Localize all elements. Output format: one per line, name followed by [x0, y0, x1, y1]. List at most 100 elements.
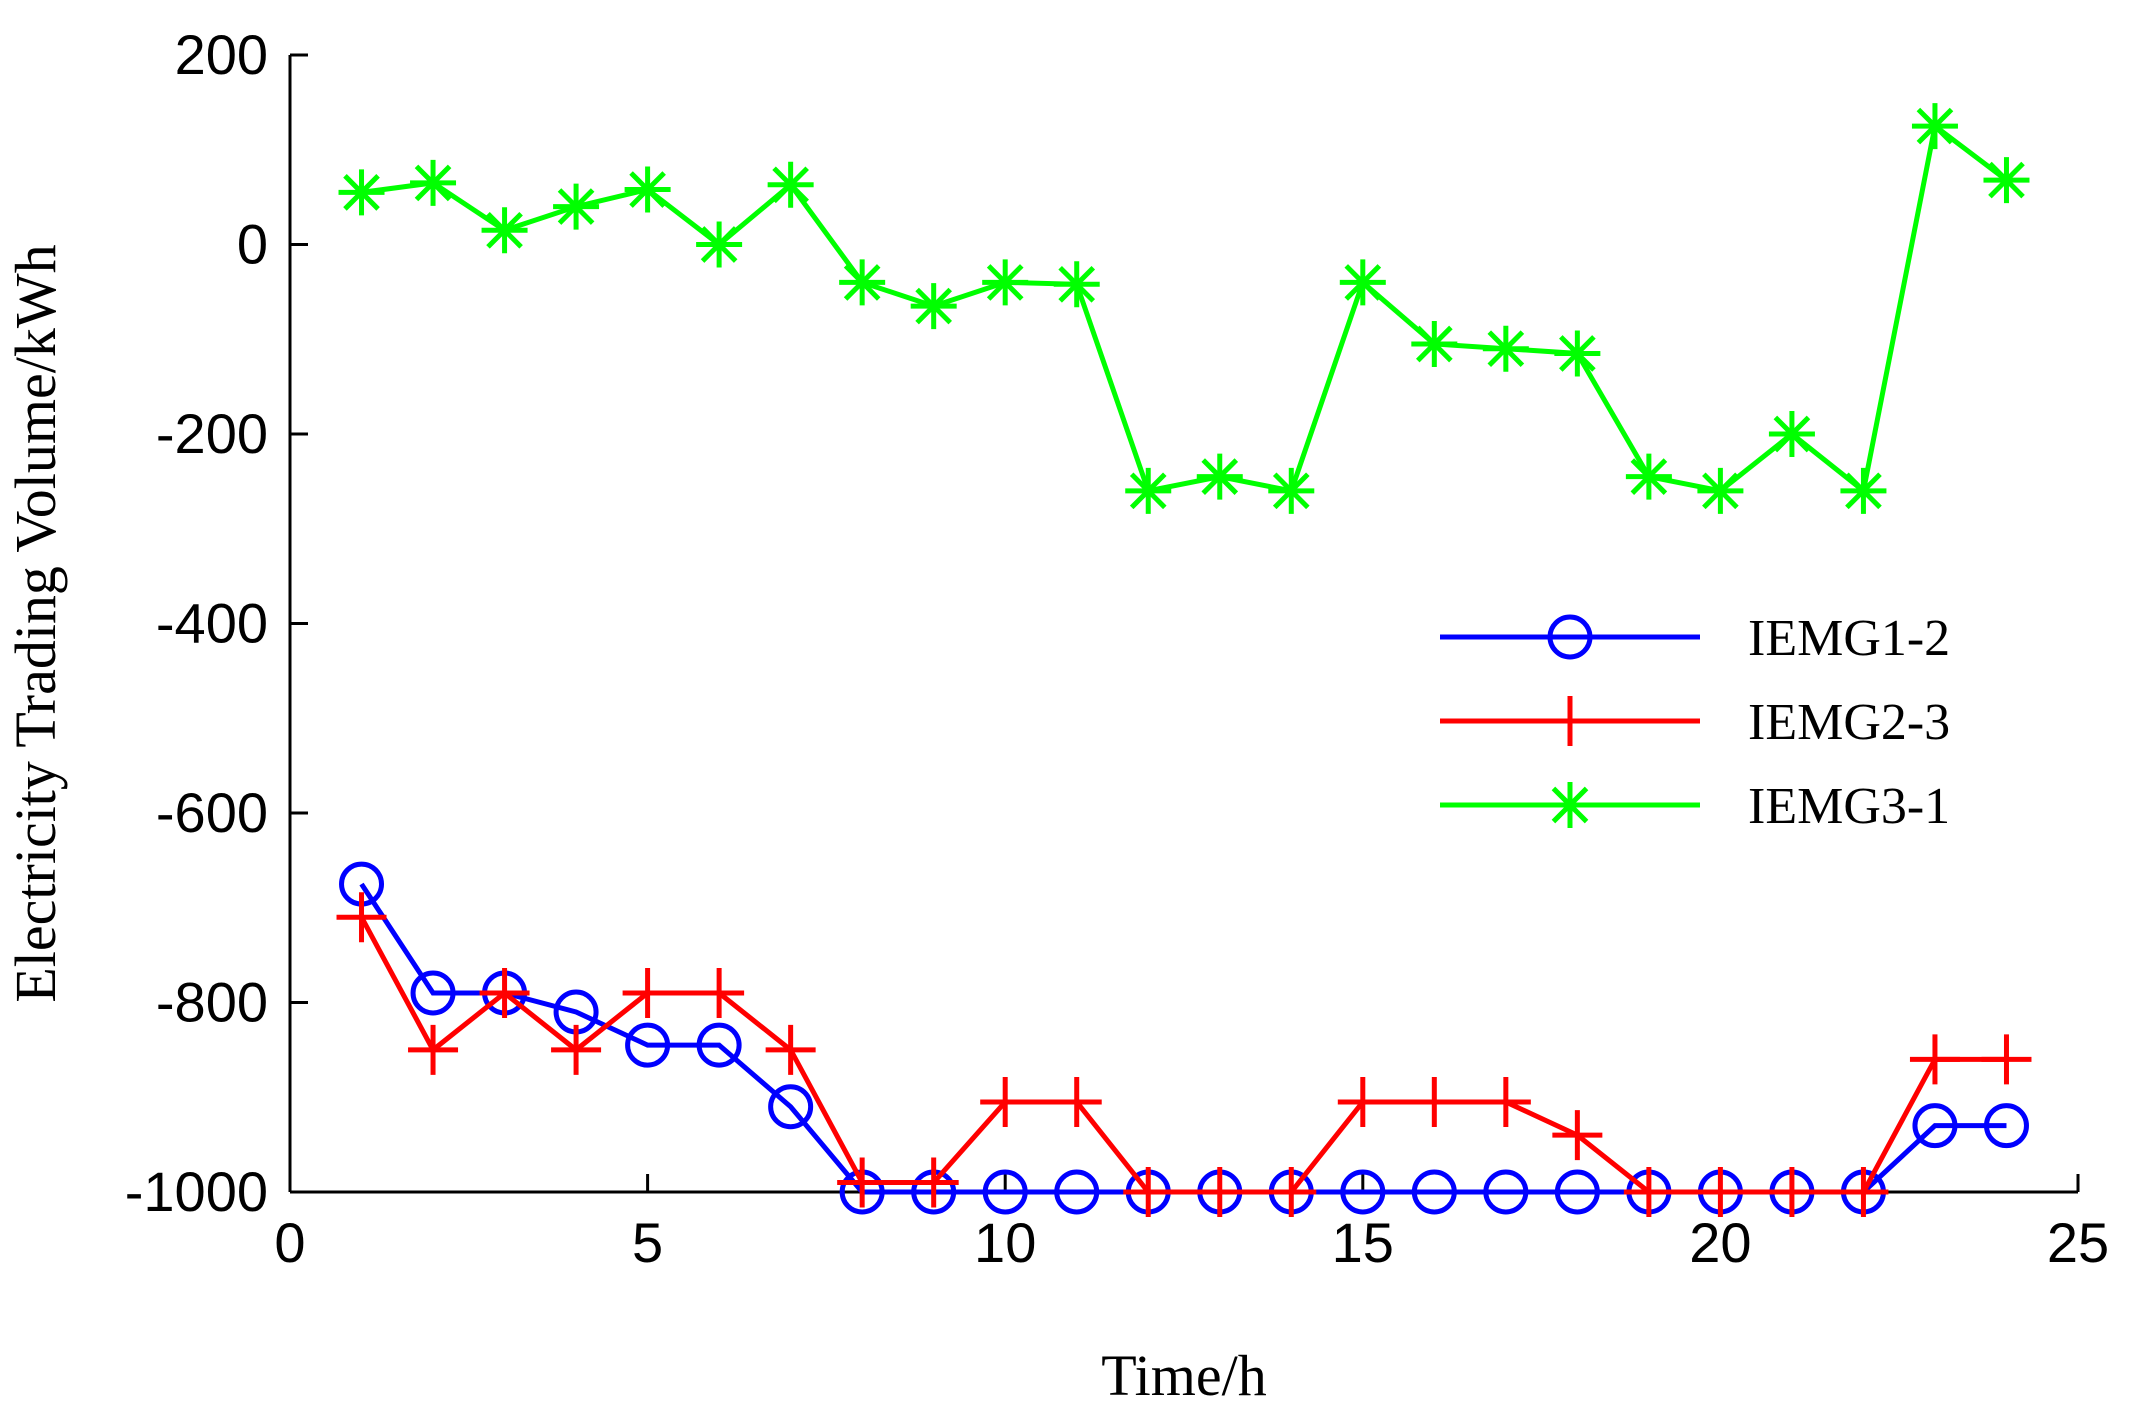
data-point	[1123, 1167, 1174, 1217]
data-point	[1911, 103, 1958, 150]
data-point	[1480, 1076, 1531, 1127]
asterisk-d2	[1201, 458, 1239, 495]
data-point	[1340, 1169, 1386, 1215]
series-line	[361, 121, 2008, 496]
asterisk-d2	[1272, 472, 1310, 510]
x-axis-title: Time/h	[1101, 1343, 1266, 1408]
data-point	[1337, 1076, 1388, 1127]
data-point	[696, 1022, 742, 1068]
asterisk-d2	[414, 164, 452, 202]
x-tick-label: 10	[974, 1211, 1036, 1274]
data-point	[1909, 1034, 1960, 1085]
data-point	[1409, 1076, 1460, 1127]
asterisk-d2	[1129, 472, 1167, 510]
x-tick-label: 5	[632, 1211, 663, 1274]
data-point	[408, 1024, 459, 1075]
data-point	[696, 221, 743, 268]
data-point	[1625, 453, 1672, 500]
legend-label: IEMG3-1	[1748, 778, 1950, 835]
x-tick-label: 25	[2047, 1211, 2109, 1274]
asterisk-d2	[1058, 265, 1096, 303]
data-point	[551, 1024, 602, 1075]
data-point	[910, 283, 957, 330]
data-point	[1554, 330, 1601, 377]
asterisk-d2	[700, 226, 738, 263]
legend-label: IEMG1-2	[1748, 610, 1950, 667]
asterisk-d2	[1845, 472, 1882, 510]
y-tick-label: -600	[156, 781, 268, 844]
y-tick-label: -400	[156, 592, 268, 655]
asterisk-d2	[1916, 107, 1954, 145]
data-point	[1552, 1110, 1603, 1161]
data-point	[1697, 467, 1744, 514]
asterisk-d2	[1344, 264, 1382, 301]
data-point	[908, 1157, 959, 1208]
asterisk-d2	[1559, 335, 1596, 372]
y-tick-label: 200	[175, 23, 268, 86]
asterisk-d2	[343, 174, 380, 211]
y-tick-label: -1000	[125, 1160, 268, 1223]
asterisk-d2	[629, 171, 666, 208]
data-point	[1983, 1103, 2029, 1149]
data-point	[1983, 157, 2030, 204]
y-tick-label: -800	[156, 971, 268, 1034]
asterisk-d2	[843, 264, 881, 301]
legend-marker	[1547, 782, 1593, 828]
y-tick-label: -200	[156, 402, 268, 465]
data-point	[1411, 320, 1458, 367]
data-point	[410, 970, 456, 1016]
data-point	[982, 259, 1029, 306]
data-point	[1695, 1167, 1746, 1217]
data-point	[768, 1084, 814, 1130]
series-iemg3-1	[338, 103, 2030, 514]
data-point	[553, 183, 600, 230]
data-point	[336, 892, 387, 943]
data-point	[1051, 1076, 1102, 1127]
asterisk-d2	[1551, 786, 1589, 824]
data-point	[1912, 1103, 1958, 1149]
series-group	[336, 103, 2032, 1217]
legend-label: IEMG2-3	[1748, 694, 1950, 751]
data-point	[1266, 1167, 1317, 1217]
data-point	[1194, 1167, 1245, 1217]
x-tick-label: 20	[1689, 1211, 1751, 1274]
data-point	[481, 207, 528, 254]
data-point	[1554, 1169, 1600, 1215]
data-point	[1483, 1169, 1529, 1215]
asterisk-d2	[486, 211, 523, 249]
data-point	[1339, 259, 1386, 306]
asterisk-d2	[772, 166, 809, 204]
data-point	[1766, 1167, 1817, 1217]
data-point	[837, 1157, 888, 1208]
asterisk-d2	[1415, 325, 1453, 363]
legend-item: IEMG3-1	[1440, 778, 1950, 835]
data-point	[1838, 1167, 1889, 1217]
series-iemg2-3	[336, 892, 2032, 1217]
data-point	[624, 166, 671, 213]
data-point	[1054, 1169, 1100, 1215]
data-point	[625, 1022, 671, 1068]
data-point	[982, 1169, 1028, 1215]
x-tick-label: 0	[274, 1211, 305, 1274]
asterisk-d2	[915, 287, 953, 325]
asterisk-d2	[1630, 458, 1668, 495]
data-point	[1840, 467, 1887, 514]
series-line	[359, 916, 2007, 1195]
legend-item: IEMG1-2	[1440, 610, 1950, 667]
data-point	[1623, 1167, 1674, 1217]
asterisk-d2	[557, 188, 595, 225]
data-point	[1125, 467, 1172, 514]
y-tick-label: 0	[237, 213, 268, 276]
asterisk-d2	[1773, 415, 1811, 453]
data-point	[479, 968, 530, 1019]
data-point	[980, 1076, 1031, 1127]
x-tick-label: 15	[1332, 1211, 1394, 1274]
asterisk-d2	[1487, 330, 1525, 368]
series-line	[359, 882, 2007, 1195]
data-point	[1268, 467, 1315, 514]
legend: IEMG1-2 IEMG2-3 IEMG3-1	[1440, 610, 1950, 835]
legend-item: IEMG2-3	[1440, 694, 1950, 751]
data-point	[1768, 411, 1815, 457]
